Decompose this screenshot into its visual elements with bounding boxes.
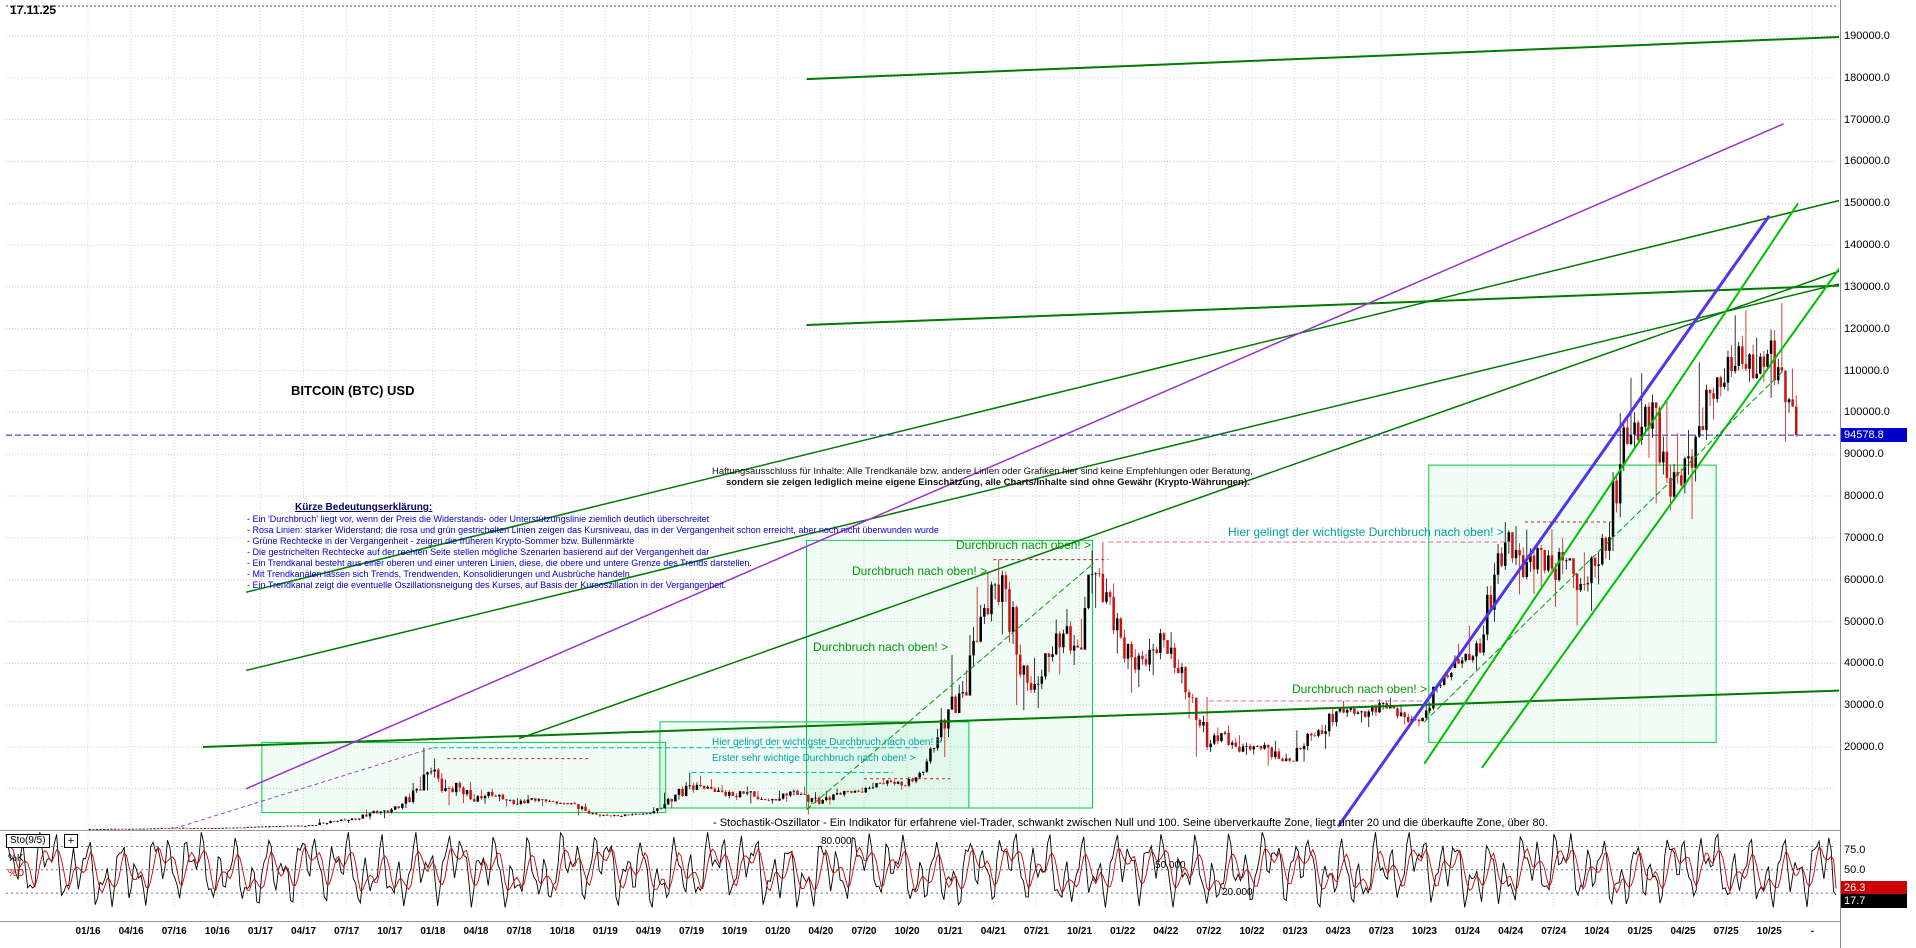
x-axis-label: 01/18 (420, 926, 446, 937)
x-axis-label: 07/20 (851, 926, 877, 937)
x-axis-label: 01/19 (592, 926, 618, 937)
osc-axis-label: 75.0 (1844, 844, 1866, 857)
stoch-d-label: %D (8, 868, 25, 879)
scenario-boxes-layer (261, 464, 1717, 814)
candles-layer (88, 302, 1798, 830)
x-axis-label: 10/19 (722, 926, 748, 937)
x-axis-label: 10/17 (377, 926, 403, 937)
x-axis-label: 10/20 (894, 926, 920, 937)
y-axis-label: 180000.0 (1844, 71, 1890, 84)
x-axis-label: 07/22 (1196, 926, 1222, 937)
y-axis-label: 60000.0 (1844, 573, 1884, 586)
stochastic-label: Sto(9/5) (10, 835, 46, 846)
y-axis-label: 170000.0 (1844, 113, 1890, 126)
x-axis-label: 07/18 (506, 926, 532, 937)
x-axis-label: 04/25 (1670, 926, 1696, 937)
x-axis-label: 10/16 (204, 926, 230, 937)
current-date: 17.11.25 (10, 3, 57, 17)
x-axis-label: 07/16 (161, 926, 187, 937)
x-axis-label: 07/23 (1368, 926, 1394, 937)
y-axis-label: 20000.0 (1844, 740, 1884, 753)
x-axis-label: 04/24 (1498, 926, 1524, 937)
y-axis-label: 30000.0 (1844, 699, 1884, 712)
x-axis-label: 04/17 (291, 926, 317, 937)
x-axis-label: 01/23 (1282, 926, 1308, 937)
x-axis-label: 01/22 (1110, 926, 1136, 937)
x-axis-label: 04/19 (635, 926, 661, 937)
stoch-k-label: %K (8, 853, 24, 864)
y-axis-label: 140000.0 (1844, 239, 1890, 252)
x-axis-label: 10/24 (1584, 926, 1610, 937)
x-axis-label: 10/25 (1756, 926, 1782, 937)
x-axis-label: 01/24 (1455, 926, 1481, 937)
x-axis-label: 10/23 (1411, 926, 1437, 937)
y-axis-label: 130000.0 (1844, 280, 1890, 293)
last-price-badge: 94578.8 (1841, 428, 1907, 443)
plus-icon: + (67, 835, 75, 847)
x-axis-label: 04/16 (118, 926, 144, 937)
x-axis-label: 04/22 (1153, 926, 1179, 937)
x-axis-label: 04/18 (463, 926, 489, 937)
y-axis-label: 100000.0 (1844, 406, 1890, 419)
y-axis-label: 160000.0 (1844, 155, 1890, 168)
osc-axis-label: 50.0 (1844, 863, 1866, 876)
y-axis-label: 50000.0 (1844, 615, 1884, 628)
x-axis-label: 01/17 (247, 926, 273, 937)
x-axis-label: 07/19 (679, 926, 705, 937)
x-axis-label: 10/22 (1239, 926, 1265, 937)
x-axis-label: 10/18 (549, 926, 575, 937)
price-axis[interactable]: 94578.8 26.3 17.7 190000.0 180000.0 170000… (1840, 0, 1916, 948)
y-axis-label: 70000.0 (1844, 531, 1884, 544)
stoch-k-badge: 17.7 (1841, 894, 1907, 908)
x-axis-label: 04/21 (980, 926, 1006, 937)
y-axis-label: 80000.0 (1844, 490, 1884, 503)
stochastic-indicator-button[interactable]: Sto(9/5) (6, 834, 50, 848)
add-indicator-button[interactable]: + (64, 834, 78, 848)
x-axis-label: 01/16 (75, 926, 101, 937)
stoch-d-badge: 26.3 (1841, 881, 1907, 895)
x-axis-label: 01/20 (765, 926, 791, 937)
y-axis-label: 90000.0 (1844, 448, 1884, 461)
x-axis-label: - (1810, 926, 1815, 937)
x-axis-label: 04/20 (808, 926, 834, 937)
y-axis-label: 120000.0 (1844, 322, 1890, 335)
x-axis-label: 04/23 (1325, 926, 1351, 937)
oscillator-layer (5, 831, 1837, 909)
time-axis[interactable]: 01/16 04/16 07/16 10/16 01/17 04/17 07/17 10/17… (0, 922, 1840, 944)
grid-layer (0, 5, 1840, 922)
x-axis-label: 01/21 (937, 926, 963, 937)
y-axis-label: 40000.0 (1844, 657, 1884, 670)
stochastic-note: - Stochastik-Oszillator - Ein Indikator … (713, 817, 1548, 829)
y-axis-label: 150000.0 (1844, 197, 1890, 210)
x-axis-label: 07/17 (334, 926, 360, 937)
x-axis-label: 07/21 (1023, 926, 1049, 937)
x-axis-label: 07/25 (1713, 926, 1739, 937)
trendlines-layer (6, 35, 1839, 829)
x-axis-label: 01/25 (1627, 926, 1653, 937)
x-axis-label: 10/21 (1067, 926, 1093, 937)
y-axis-label: 110000.0 (1844, 364, 1890, 377)
y-axis-label: 190000.0 (1844, 30, 1890, 43)
x-axis-label: 07/24 (1541, 926, 1567, 937)
